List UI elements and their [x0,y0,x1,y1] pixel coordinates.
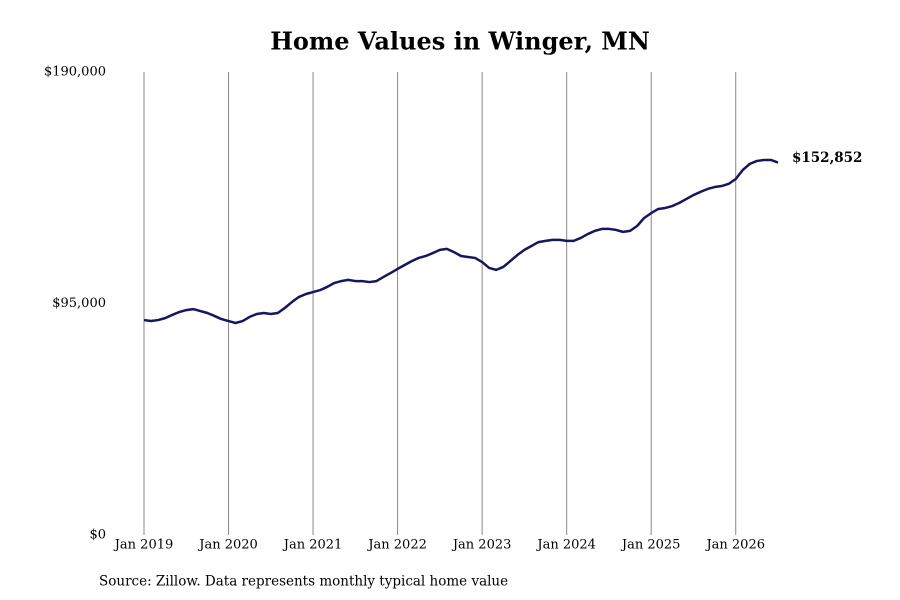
source-note: Source: Zillow. Data represents monthly … [99,574,508,590]
x-tick-label: Jan 2023 [451,538,512,553]
x-tick-label: Jan 2021 [282,538,343,553]
x-tick-label: Jan 2020 [197,538,258,553]
end-value-label: $152,852 [792,150,862,166]
x-tick-label: Jan 2022 [366,538,427,553]
x-tick-label: Jan 2024 [535,538,596,553]
chart-title: Home Values in Winger, MN [270,27,650,56]
x-tick-label: Jan 2019 [113,538,174,553]
x-tick-label: Jan 2026 [704,538,765,553]
y-tick-label: $95,000 [52,296,106,311]
y-tick-label: $190,000 [44,65,106,80]
y-tick-label: $0 [89,528,106,543]
x-tick-label: Jan 2025 [620,538,681,553]
data-line [143,158,779,325]
